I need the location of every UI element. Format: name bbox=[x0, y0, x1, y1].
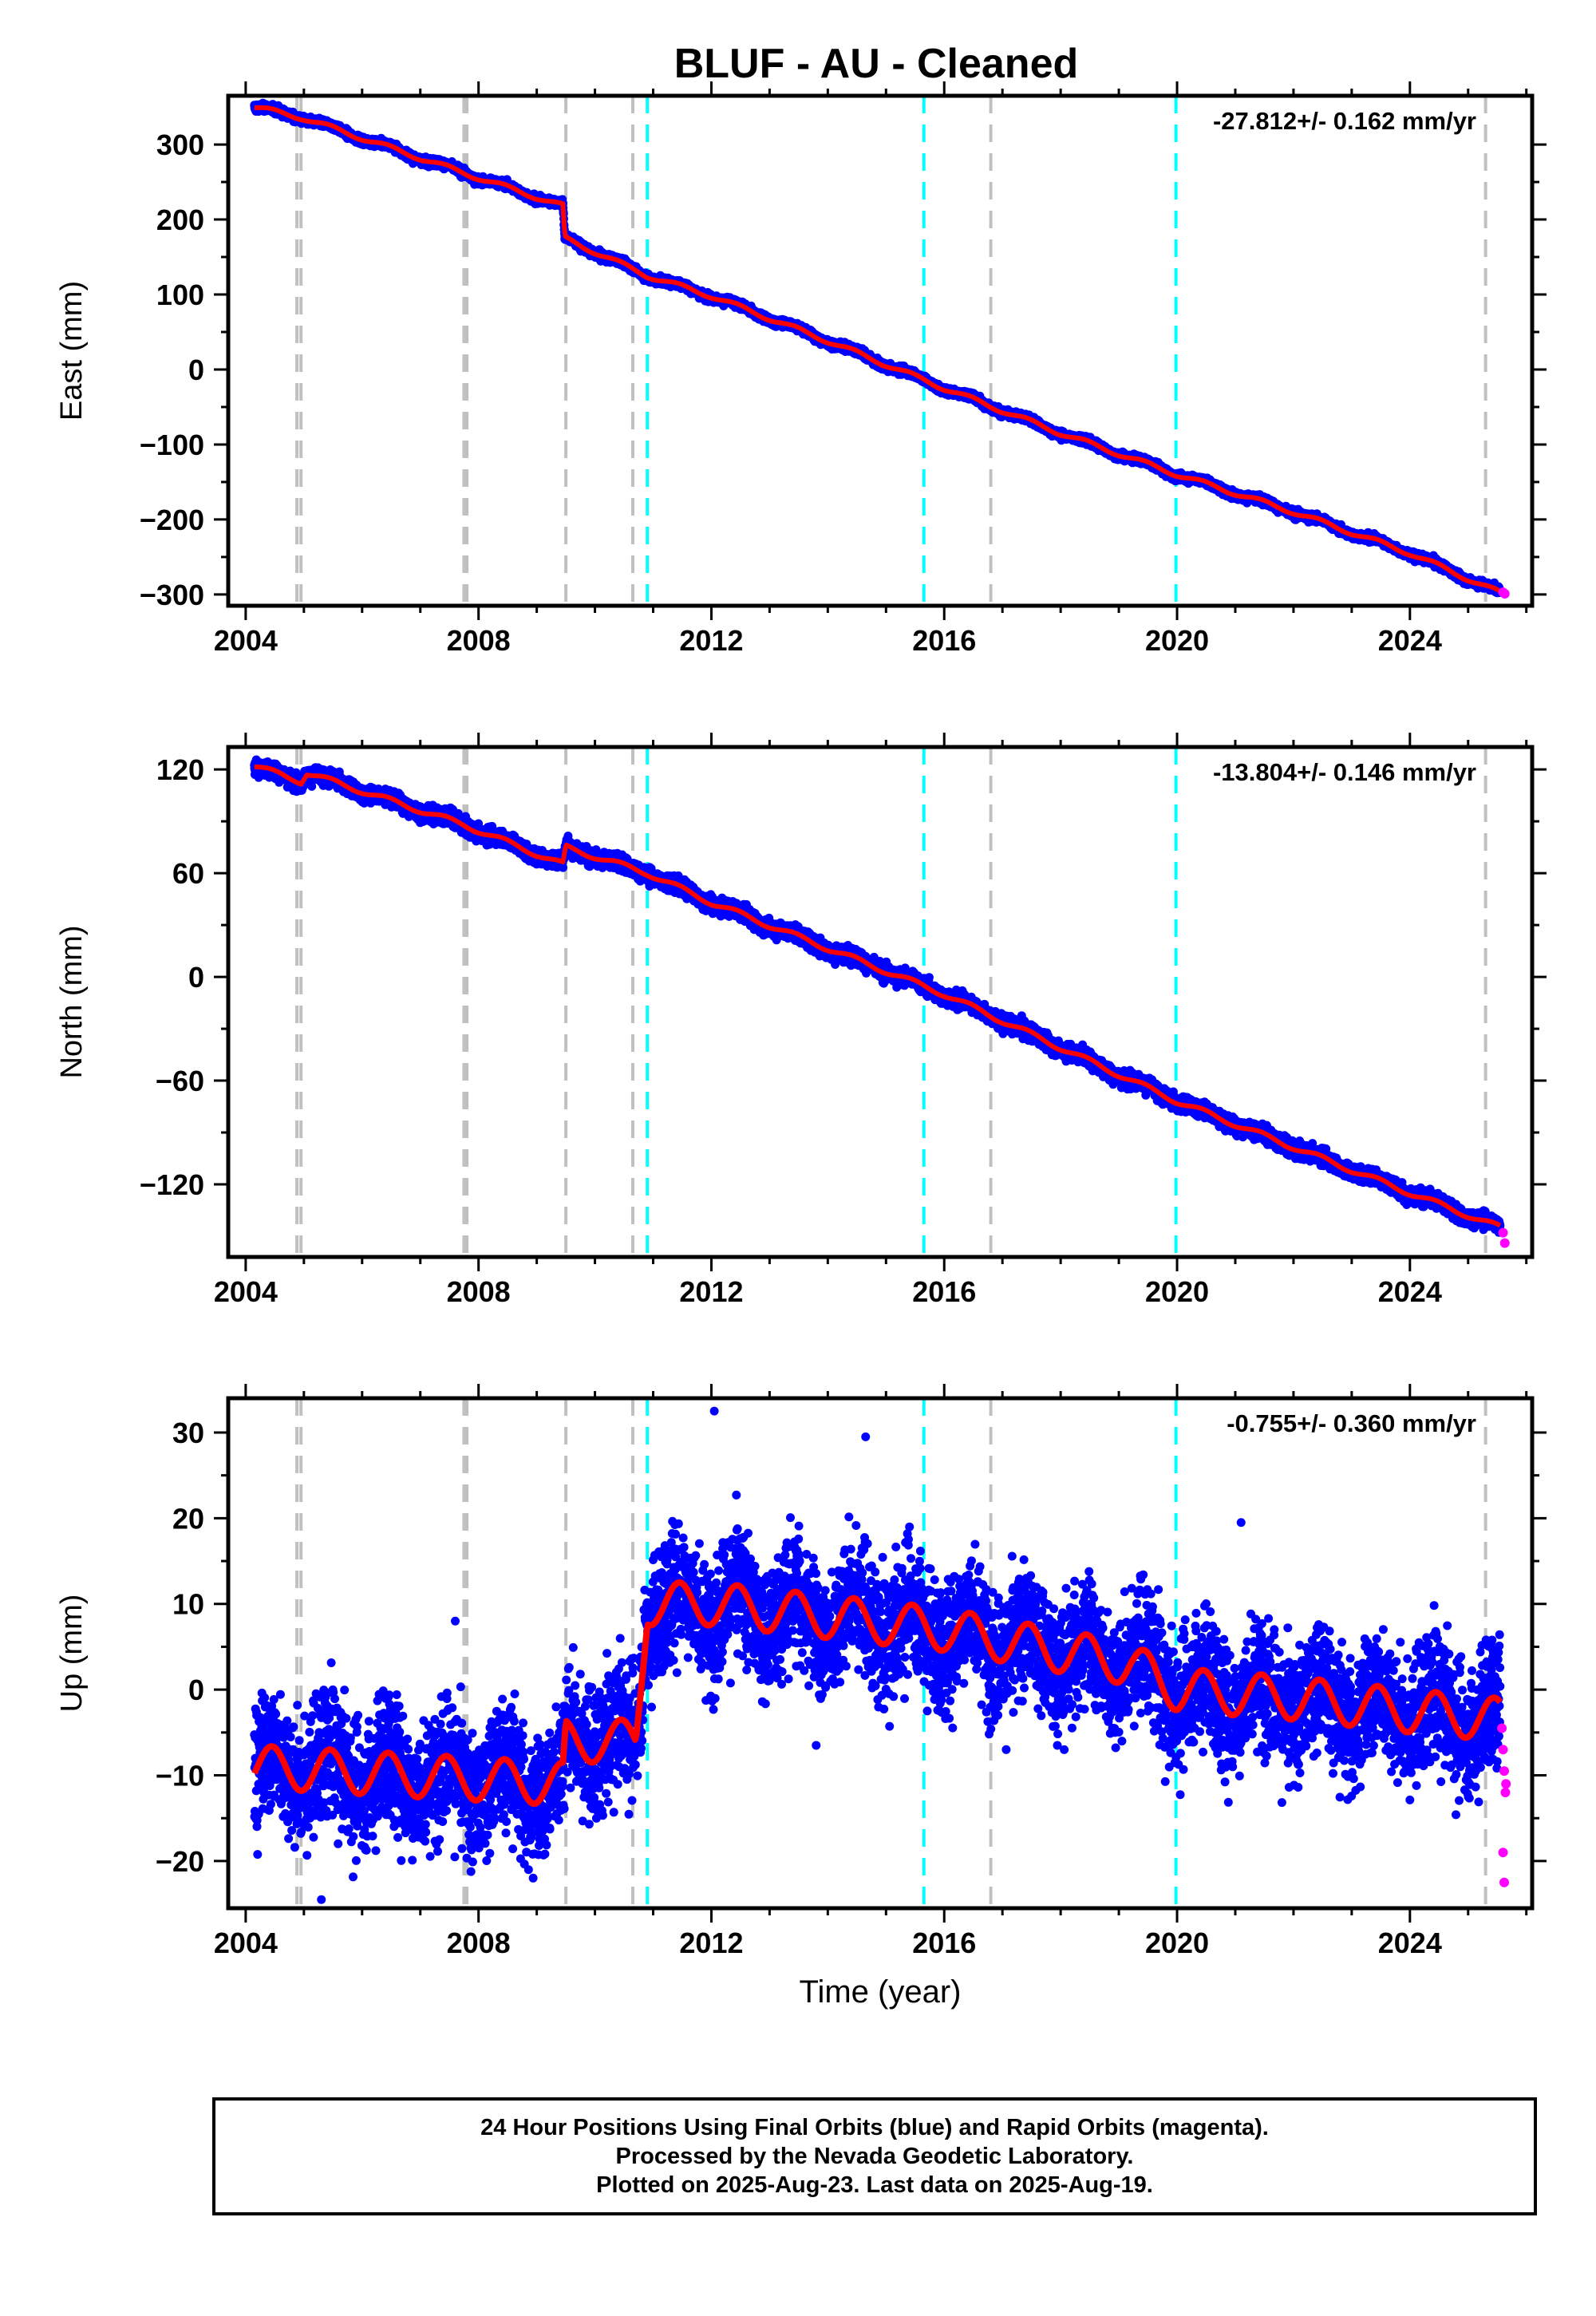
panel-east: 2004 2008 2012 2016 2020 20243002001000−100−2… bbox=[55, 81, 1547, 657]
panels-layer: 2004 2008 2012 2016 2020 20243002001000−100−2… bbox=[55, 81, 1547, 2010]
figure-title: BLUF - AU - Cleaned bbox=[674, 41, 1079, 87]
final-orbit-points-east bbox=[250, 98, 1505, 598]
plot-area-east bbox=[250, 96, 1510, 606]
